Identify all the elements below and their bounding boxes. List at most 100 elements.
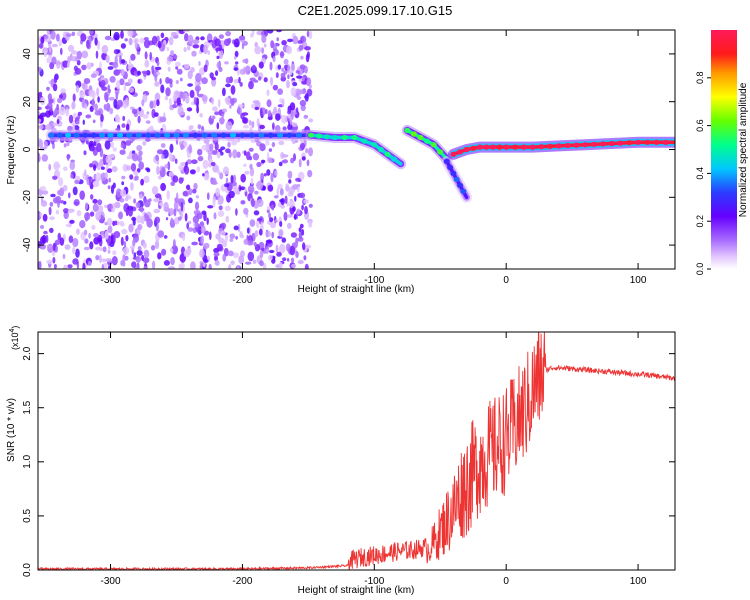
noise-speckle: [203, 173, 210, 181]
noise-speckle: [103, 104, 107, 111]
track-point: [463, 146, 470, 153]
noise-speckle: [234, 56, 237, 60]
noise-speckle: [292, 82, 298, 87]
noise-speckle: [121, 181, 125, 186]
noise-speckle: [140, 178, 145, 186]
track-point: [384, 151, 391, 157]
colorbar-tick-label: 0.4: [695, 167, 705, 180]
noise-speckle: [104, 35, 112, 41]
noise-speckle: [107, 217, 113, 226]
noise-speckle: [288, 187, 294, 196]
noise-speckle: [128, 87, 135, 93]
track-point: [520, 144, 527, 150]
noise-speckle: [48, 44, 52, 53]
noise-speckle: [129, 245, 135, 250]
noise-speckle: [302, 242, 306, 251]
noise-speckle: [259, 250, 264, 259]
noise-speckle: [274, 170, 278, 176]
noise-speckle: [246, 227, 250, 234]
noise-speckle: [225, 148, 231, 154]
noise-speckle: [116, 49, 121, 53]
track-point: [457, 149, 463, 155]
noise-speckle: [144, 51, 148, 60]
x-tick-label: 0: [503, 576, 509, 587]
noise-speckle: [154, 73, 158, 82]
noise-speckle: [183, 30, 190, 33]
noise-speckle: [212, 164, 220, 173]
noise-speckle: [211, 78, 217, 87]
noise-speckle: [107, 249, 111, 254]
noise-speckle: [239, 82, 243, 87]
noise-speckle: [277, 64, 282, 70]
noise-speckle: [79, 220, 86, 229]
noise-speckle: [270, 76, 273, 86]
noise-speckle: [211, 181, 218, 185]
noise-speckle: [256, 180, 263, 190]
y-tick-label: -20: [22, 190, 33, 205]
noise-speckle: [187, 34, 194, 45]
noise-speckle: [305, 147, 309, 154]
noise-speckle: [40, 36, 45, 44]
noise-speckle: [303, 255, 307, 261]
noise-speckle: [279, 188, 284, 196]
noise-speckle: [180, 111, 186, 116]
noise-speckle: [250, 198, 255, 208]
noise-speckle: [137, 79, 141, 84]
noise-speckle: [91, 98, 95, 108]
noise-speckle: [230, 98, 235, 106]
noise-speckle: [88, 176, 92, 186]
noise-speckle: [284, 195, 288, 204]
noise-speckle: [121, 123, 126, 128]
noise-speckle: [281, 237, 287, 243]
noise-speckle: [259, 260, 264, 267]
noise-speckle: [128, 208, 133, 217]
noise-speckle: [222, 87, 226, 97]
noise-speckle: [245, 261, 252, 265]
noise-speckle: [191, 241, 198, 246]
noise-speckle: [90, 194, 94, 200]
noise-speckle: [115, 188, 122, 198]
noise-speckle: [267, 157, 273, 164]
track-point: [591, 141, 598, 147]
spectrogram-noise-region: [38, 30, 314, 269]
noise-speckle: [68, 235, 74, 243]
noise-speckle: [272, 56, 276, 63]
noise-speckle: [83, 78, 91, 84]
noise-speckle: [198, 212, 203, 219]
noise-speckle: [295, 107, 299, 113]
noise-speckle: [96, 87, 100, 97]
noise-speckle: [236, 190, 241, 195]
noise-speckle: [112, 147, 117, 152]
noise-speckle: [304, 93, 309, 102]
noise-speckle: [198, 61, 201, 66]
noise-speckle: [113, 98, 118, 109]
noise-speckle: [257, 199, 264, 207]
noise-speckle: [280, 204, 286, 209]
noise-speckle: [290, 257, 295, 263]
track-point: [308, 132, 314, 138]
noise-speckle: [93, 164, 97, 172]
noise-speckle: [266, 169, 271, 176]
noise-speckle: [308, 220, 313, 228]
colorbar-label: Normalized spectral amplitude: [738, 82, 749, 217]
noise-speckle: [72, 93, 76, 102]
x-tick-label: 0: [503, 275, 509, 286]
noise-speckle: [256, 161, 262, 168]
noise-speckle: [130, 182, 134, 191]
noise-speckle: [92, 198, 98, 204]
noise-speckle: [176, 68, 183, 75]
noise-speckle: [137, 246, 142, 251]
noise-speckle: [82, 119, 86, 125]
noise-speckle: [170, 217, 174, 225]
noise-speckle: [278, 161, 283, 167]
noise-speckle: [131, 261, 137, 268]
noise-speckle: [190, 261, 196, 269]
track-point: [391, 156, 398, 162]
noise-speckle: [287, 214, 293, 218]
noise-speckle: [68, 114, 74, 124]
noise-speckle: [65, 107, 70, 117]
noise-speckle: [175, 91, 181, 96]
track-point: [447, 164, 454, 170]
track-point: [126, 132, 133, 138]
noise-speckle: [76, 120, 80, 125]
